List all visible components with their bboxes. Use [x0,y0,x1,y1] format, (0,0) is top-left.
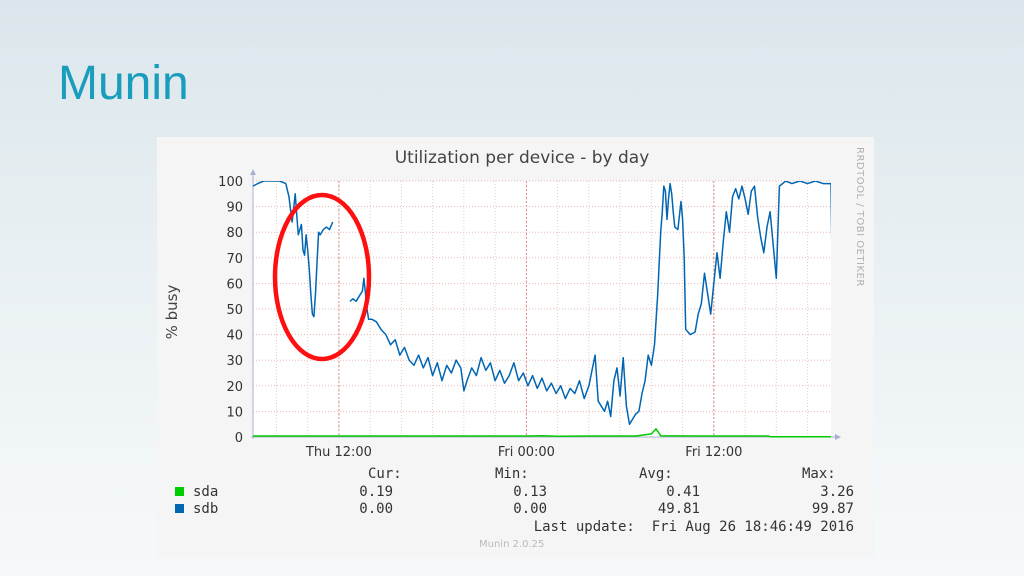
y-tick-label: 30 [226,354,243,369]
rrdtool-watermark: RRDTOOL / TOBI OETIKER [854,147,865,287]
highlight-ellipse [272,192,372,362]
legend-min-sdb: 0.00 [513,501,547,517]
y-tick-label: 20 [226,380,243,395]
last-update: Last update: Fri Aug 26 18:46:49 2016 [534,519,854,535]
legend-name-sda: sda [193,484,218,500]
x-tick-label: Fri 00:00 [498,445,555,460]
y-axis-arrow [250,169,256,175]
y-axis-label: % busy [163,285,181,340]
legend-swatch-sdb [175,504,184,513]
utilization-chart: Utilization per device - by day % busy R… [163,147,865,550]
x-tick-label: Thu 12:00 [305,445,372,460]
x-axis-arrow [835,434,841,440]
y-tick-label: 0 [235,431,243,446]
legend-max-sdb: 99.87 [812,501,854,517]
slide-title: Munin [58,57,189,110]
legend-swatch-sda [175,487,184,496]
y-tick-label: 60 [226,277,243,292]
munin-version-footer: Munin 2.0.25 [479,539,544,550]
y-tick-label: 80 [226,226,243,241]
legend-avg-sda: 0.41 [666,484,700,500]
series-line-sda [253,427,831,438]
legend-header-avg: Avg: [639,466,673,482]
chart-axes [250,169,841,440]
y-tick-label: 50 [226,303,243,318]
legend-max-sda: 3.26 [820,484,854,500]
chart-title: Utilization per device - by day [395,148,650,168]
y-tick-label: 70 [226,252,243,267]
y-tick-label: 90 [226,201,243,216]
x-tick-label: Fri 12:00 [685,445,742,460]
series-line-sdb-segment-1 [253,181,334,318]
legend-min-sda: 0.13 [513,484,547,500]
legend-name-sdb: sdb [193,501,218,517]
y-tick-label: 40 [226,329,243,344]
legend-header-cur: Cur: [368,466,402,482]
y-tick-label: 10 [226,405,243,420]
legend: Cur: Min: Avg: Max: sda 0.19 0.13 0.41 3… [175,466,854,535]
plot-area [253,181,831,438]
munin-chart-panel: Utilization per device - by day % busy R… [157,137,874,558]
legend-cur-sda: 0.19 [359,484,393,500]
series-line-sdb-segment-2 [349,181,831,425]
y-tick-label: 100 [218,175,243,190]
legend-cur-sdb: 0.00 [359,501,393,517]
legend-header-min: Min: [495,466,529,482]
chart-grid [253,180,831,438]
legend-header-max: Max: [802,466,836,482]
legend-avg-sdb: 49.81 [658,501,700,517]
tick-labels: 0 10 20 30 40 50 60 70 80 90 100 Thu 12:00 Fri 00:00… [218,175,742,460]
